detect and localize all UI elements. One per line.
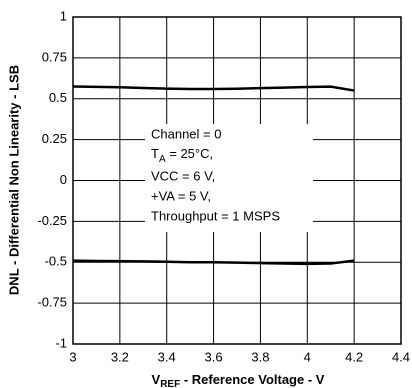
plot-frame [72,16,402,345]
y-tick-label: 0.75 [42,49,67,64]
annotation: TA = 25°C, [151,146,213,164]
data-line [72,85,355,92]
x-axis-label: VREF - Reference Voltage - V [152,372,325,388]
x-tick-label: 4.2 [345,349,363,364]
annotation: +VA = 5 V, [151,188,211,203]
annotation-box [145,124,313,232]
y-tick-label: -0.5 [45,254,67,269]
y-tick-label: -0.75 [37,295,67,310]
x-axis-label: - Reference Voltage - V [180,372,325,387]
y-tick-label: -0.25 [37,213,67,228]
y-tick-label: 0.25 [42,131,67,146]
data-line [72,259,355,266]
y-axis-label: DNL - Differential Non Linearity - LSB [6,65,21,295]
x-tick-label: 3.4 [158,349,176,364]
x-tick-label: 3.6 [205,349,223,364]
y-tick-label: 1 [60,8,67,23]
x-tick-label: 3.8 [251,349,269,364]
annotation: Throughput = 1 MSPS [151,208,280,223]
annotation: T [151,146,159,161]
x-tick-label: 3.2 [111,349,129,364]
x-tick-label: 4 [304,349,311,364]
x-tick-label: 4.4 [392,349,410,364]
x-axis-label: V [152,372,161,387]
annotation: Channel = 0 [151,126,221,141]
y-tick-label: 0.5 [49,90,67,105]
y-tick-label: 0 [60,172,67,187]
y-tick-label: -1 [55,335,67,350]
annotation: VCC = 6 V, [151,168,215,183]
x-tick-label: 3 [69,349,76,364]
annotation: = 25°C, [166,146,213,161]
annotation: A [159,154,166,165]
x-axis-label: REF [160,379,180,388]
